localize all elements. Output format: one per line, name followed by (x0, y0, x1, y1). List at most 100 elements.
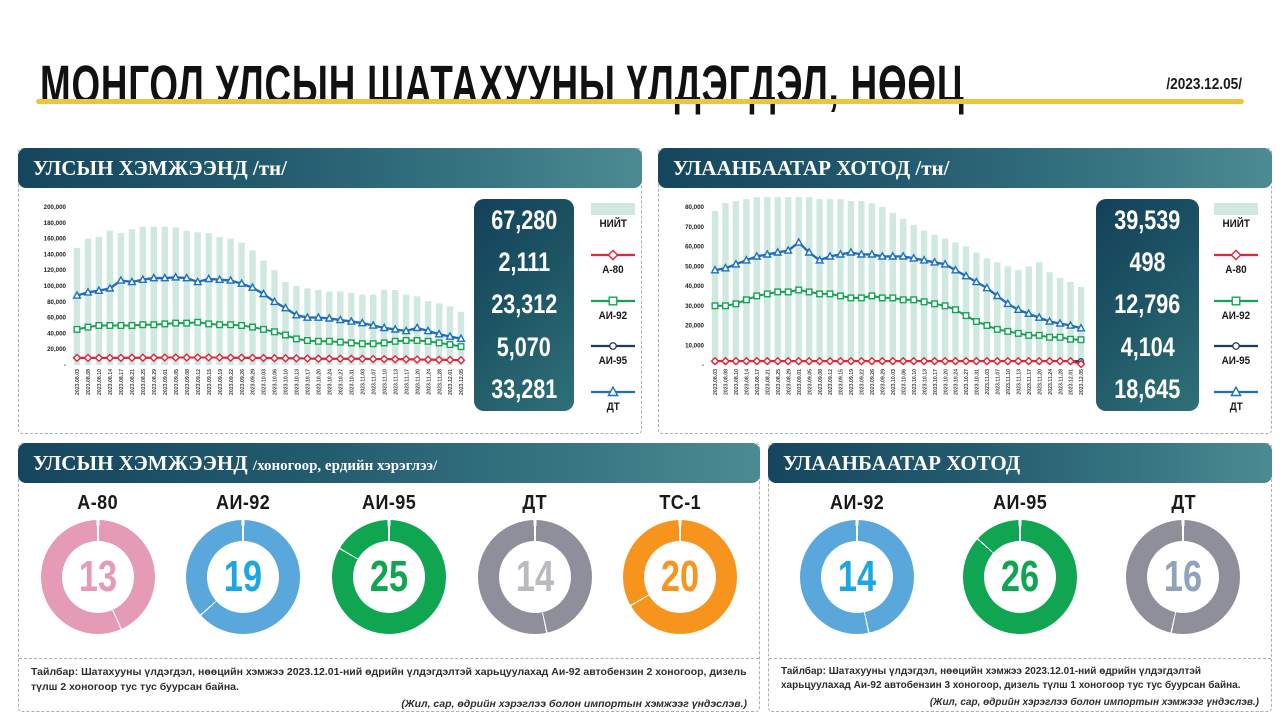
total-value-ai92: 4,104 (1120, 331, 1175, 362)
donut-label: АИ-92 (216, 492, 271, 514)
svg-text:100,000: 100,000 (44, 283, 67, 290)
donut-hole (352, 541, 425, 613)
svg-text:2023.09.15: 2023.09.15 (207, 369, 213, 395)
donut-ring: 14 (477, 520, 592, 634)
panel-ulaanbaatar-tons-header: УЛААНБААТАР ХОТОД /тн/ (658, 148, 1272, 188)
national-days-footnote: Тайлбар: Шатахууны үлдэгдэл, нөөцийн хэм… (19, 658, 759, 711)
ulaanbaatar-days-footnote: Тайлбар: Шатахууны үлдэгдэл, нөөцийн хэм… (769, 658, 1271, 711)
donut-hole (61, 541, 134, 613)
legend-label: НИЙТ (599, 218, 627, 230)
panel-subtitle: /хоногоор, ердийн хэрэглээ/ (252, 458, 438, 474)
ulaanbaatar-chart-legend: НИЙТ А-80 АИ-92 АИ-95 ДТ (1207, 199, 1265, 415)
svg-text:2023.10.06: 2023.10.06 (901, 369, 907, 395)
total-value-niit: 39,539 (1114, 204, 1181, 235)
svg-text:80,000: 80,000 (47, 299, 66, 306)
donut-ai95: АИ-95 25 (331, 492, 446, 634)
svg-text:2023.08.25: 2023.08.25 (141, 369, 147, 395)
donut-ai92: АИ-92 19 (186, 492, 301, 634)
legend-label: АИ-95 (598, 355, 628, 368)
svg-text:2023.09.19: 2023.09.19 (849, 369, 855, 395)
donut-hole (498, 541, 571, 613)
series-niit-bars (711, 197, 1085, 366)
series-ai92-line (711, 286, 1085, 344)
svg-text:2023.08.21: 2023.08.21 (130, 369, 136, 395)
svg-text:2023.08.29: 2023.08.29 (786, 369, 792, 395)
donut-label: А-80 (77, 492, 119, 514)
svg-text:60,000: 60,000 (47, 315, 66, 322)
svg-text:2023.10.10: 2023.10.10 (912, 369, 918, 395)
svg-text:2023.10.10: 2023.10.10 (284, 369, 290, 395)
svg-text:2023.11.28: 2023.11.28 (437, 369, 443, 395)
donut-ring: 16 (1126, 520, 1241, 634)
legend-label: А-80 (1225, 263, 1247, 276)
national-combo-chart: 200,000 180,000 160,000 140,000 120,000 100,0… (44, 204, 466, 395)
panel-title: УЛААНБААТАР ХОТОД /тн/ (673, 156, 950, 180)
legend-item-ai95: АИ-95 (1207, 338, 1265, 367)
svg-text:2023.11.07: 2023.11.07 (371, 369, 377, 395)
donut-value: 25 (369, 552, 409, 601)
y-axis-ticks: 80,000 70,000 60,000 50,000 40,000 30,000 20,0… (685, 204, 704, 369)
svg-text:2023.08.14: 2023.08.14 (108, 369, 114, 395)
svg-text:20,000: 20,000 (47, 346, 66, 353)
legend-label: НИЙТ (1222, 218, 1250, 230)
ulaanbaatar-days-donuts: АИ-92 14 АИ-95 26 ДТ 16 (769, 492, 1271, 654)
svg-text:200,000: 200,000 (44, 204, 67, 211)
svg-text:2023.08.17: 2023.08.17 (755, 369, 761, 395)
donut-hole (820, 541, 893, 613)
svg-text:160,000: 160,000 (44, 236, 67, 243)
donut-ring: 13 (40, 520, 155, 634)
legend-label: АИ-95 (1221, 355, 1251, 368)
svg-text:2023.08.03: 2023.08.03 (713, 369, 719, 395)
svg-text:80,000: 80,000 (685, 204, 704, 211)
svg-text:2023.09.26: 2023.09.26 (240, 369, 246, 395)
svg-text:2023.08.08: 2023.08.08 (86, 369, 92, 395)
legend-item-dt: ДТ (1207, 384, 1265, 413)
svg-text:2023.11.24: 2023.11.24 (426, 369, 432, 395)
legend-item-ai92: АИ-92 (1207, 293, 1265, 322)
donut-ring: 25 (331, 520, 446, 634)
svg-text:30,000: 30,000 (685, 303, 704, 310)
accent-rule (36, 99, 1244, 104)
series-dt-line (710, 237, 1086, 332)
svg-text:40,000: 40,000 (47, 330, 66, 337)
svg-text:2023.11.28: 2023.11.28 (1058, 369, 1064, 395)
svg-text:2023.08.14: 2023.08.14 (745, 369, 751, 395)
svg-text:2023.09.26: 2023.09.26 (870, 369, 876, 395)
svg-text:2023.11.17: 2023.11.17 (1027, 369, 1033, 395)
ai92-marker-icon (591, 296, 635, 305)
donut-value: 13 (78, 552, 117, 601)
svg-text:20,000: 20,000 (685, 323, 704, 330)
total-value-ai92: 5,070 (496, 331, 552, 362)
donut-label: АИ-95 (361, 492, 417, 514)
svg-text:2023.08.10: 2023.08.10 (734, 369, 740, 395)
svg-text:2023.10.27: 2023.10.27 (964, 369, 970, 395)
svg-text:2023.11.07: 2023.11.07 (996, 369, 1002, 395)
page-title: МОНГОЛ УЛСЫН ШАТАХУУНЫ ҮЛДЭГДЭЛ, НӨӨЦ (40, 53, 965, 116)
series-a80-line (72, 353, 466, 365)
dt-marker-icon (591, 385, 635, 397)
donut-label: ДТ (1170, 492, 1196, 514)
svg-text:2023.09.29: 2023.09.29 (881, 369, 887, 395)
legend-label: А-80 (602, 263, 624, 276)
total-value-a80: 23,312 (490, 289, 558, 320)
legend-label: АИ-92 (1221, 309, 1251, 322)
svg-text:2023.08.29: 2023.08.29 (152, 369, 158, 395)
donut-a80: А-80 13 (40, 492, 155, 634)
donut-label: ТС-1 (659, 492, 702, 514)
svg-text:2023.11.20: 2023.11.20 (1037, 369, 1043, 395)
x-axis-labels: 2023.08.03 2023.08.08 2023.08.10 2023.08.14… (75, 369, 465, 395)
dt-marker-icon (1214, 385, 1258, 397)
svg-text:2023.08.17: 2023.08.17 (119, 369, 125, 395)
svg-text:2023.11.17: 2023.11.17 (404, 369, 410, 395)
footnote-text: Тайлбар: Шатахууны үлдэгдэл, нөөцийн хэм… (781, 666, 1241, 691)
svg-text:2023.09.08: 2023.09.08 (818, 369, 824, 395)
svg-text:2023.10.20: 2023.10.20 (943, 369, 949, 395)
panel-title: УЛСЫН ХЭМЖЭЭНД (33, 451, 248, 475)
total-value-a80: 12,796 (1114, 289, 1181, 320)
svg-text:2023.11.20: 2023.11.20 (415, 369, 421, 395)
svg-text:2023.09.22: 2023.09.22 (229, 369, 235, 395)
panel-national-tons: УЛСЫН ХЭМЖЭЭНД /тн/ 200,000 180,000 160,00… (18, 148, 642, 434)
y-axis-ticks: 200,000 180,000 160,000 140,000 120,000 100,0… (44, 204, 67, 369)
a80-marker-icon (591, 249, 635, 261)
legend-item-dt: ДТ (585, 384, 641, 413)
